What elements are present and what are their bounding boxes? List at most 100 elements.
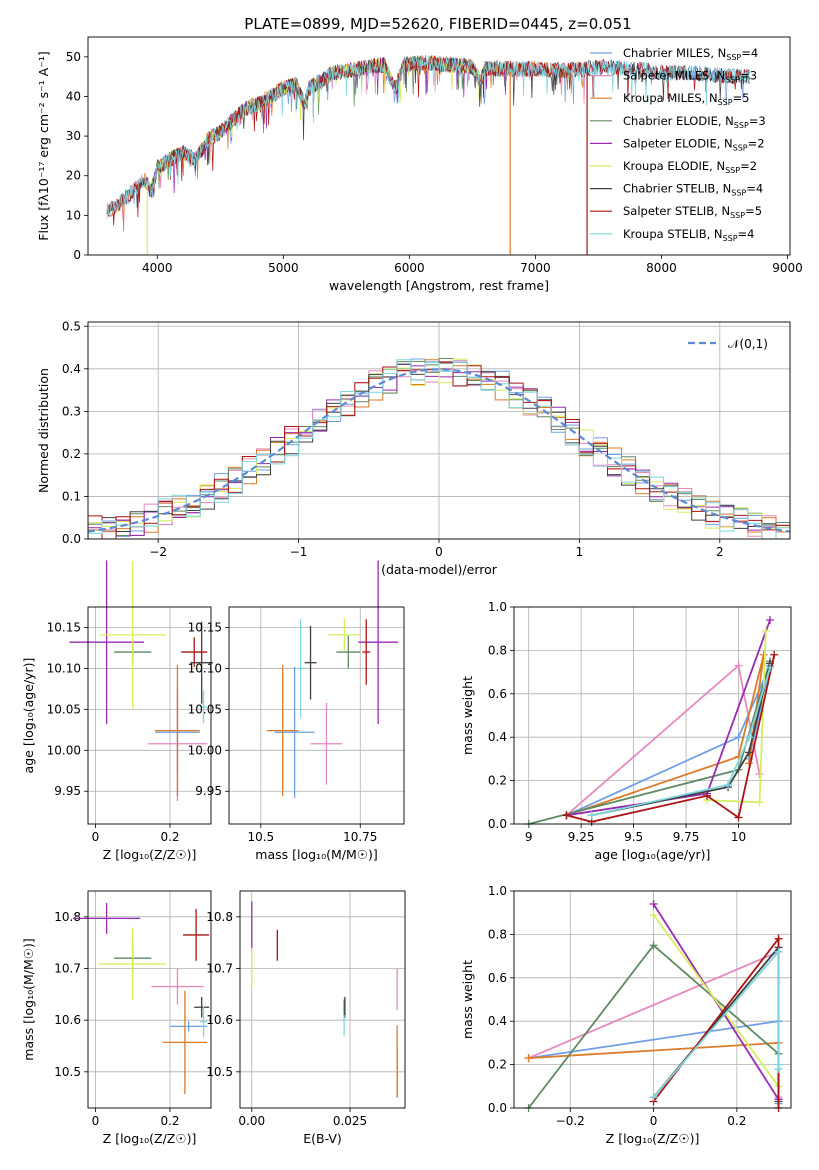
y-tick-label: 10.00 xyxy=(188,743,222,757)
x-tick-label: 7000 xyxy=(520,261,551,275)
y-tick-label: 10.10 xyxy=(47,661,81,675)
x-tick-label: 1 xyxy=(576,545,584,559)
panel-spectrum: 4000 5000 6000 7000 8000 9000 0 10 20 30 40 50 wavel… xyxy=(36,36,803,293)
x-tick-label: 0 xyxy=(650,1114,658,1128)
x-tick-label: −2 xyxy=(149,545,167,559)
weight-series-line xyxy=(566,665,771,817)
x-tick-label: −0.2 xyxy=(556,1114,585,1128)
spectrum-series-line xyxy=(106,54,750,226)
x-tick-label: 6000 xyxy=(394,261,425,275)
panel-age_vs_Z: 0 0.2 9.95 10.00 10.05 10.10 10.15 Z [log₁₀(Z/Z… xyxy=(21,560,213,862)
weight-marker xyxy=(587,811,596,820)
x-tick-label: 0.025 xyxy=(333,1114,367,1128)
spectrum-series-line xyxy=(106,54,750,217)
legend-entry: Chabrier ELODIE, NSSP=3 xyxy=(623,114,766,130)
weight-series-line xyxy=(566,654,765,817)
legend-entry: Kroupa MILES, NSSP=5 xyxy=(623,91,749,107)
y-tick-label: 10.10 xyxy=(188,661,222,675)
weight-marker xyxy=(703,791,712,800)
weight-marker xyxy=(755,798,764,807)
legend-entry: Chabrier STELIB, NSSP=4 xyxy=(623,182,763,198)
weight-series-line xyxy=(591,667,771,817)
y-tick-label: 10.5 xyxy=(206,1065,233,1079)
y-tick-label: 10 xyxy=(66,208,81,222)
y-tick-label: 0.2 xyxy=(488,1058,507,1072)
legend-entry: Chabrier MILES, NSSP=4 xyxy=(623,46,758,62)
y-tick-label: 0.0 xyxy=(62,532,81,546)
weight-marker xyxy=(766,616,775,625)
x-tick-label: 9.5 xyxy=(624,830,643,844)
weight-marker xyxy=(755,770,764,779)
x-tick-label: 9000 xyxy=(772,261,803,275)
y-tick-label: 0.2 xyxy=(62,447,81,461)
y-axis-label: Flux [fλ10⁻¹⁷ erg cm⁻² s⁻¹ A⁻¹] xyxy=(36,51,51,240)
y-tick-label: 20 xyxy=(66,169,81,183)
panel-age_vs_mass: 10.5 10.75 9.95 10.00 10.05 10.10 10.15 mass [l… xyxy=(188,560,405,862)
axes-frame xyxy=(228,606,405,825)
weight-marker xyxy=(770,650,779,659)
weight-marker xyxy=(734,813,743,822)
x-tick-label: 0.2 xyxy=(727,1114,746,1128)
histogram-steps xyxy=(88,358,790,539)
x-tick-label: 2 xyxy=(716,545,724,559)
x-tick-label: 5000 xyxy=(268,261,299,275)
axes-frame xyxy=(87,36,791,256)
x-axis-label: mass [log₁₀(M/M☉)] xyxy=(255,847,377,862)
weight-marker xyxy=(524,1054,533,1063)
weight-marker xyxy=(761,626,770,635)
y-tick-label: 10.15 xyxy=(47,620,81,634)
y-tick-label: 50 xyxy=(66,50,81,64)
weight-marker xyxy=(649,900,658,909)
panel-weight_vs_age: 9 9.25 9.5 9.75 10 0.0 0.2 0.4 0.6 0.8 1.0 age [log… xyxy=(460,600,792,862)
y-tick-label: 0.3 xyxy=(62,404,81,418)
legend-entry: 𝒩(0,1) xyxy=(728,337,768,351)
x-tick-label: 10 xyxy=(731,830,746,844)
weight-marker xyxy=(745,748,754,757)
y-tick-label: 10.7 xyxy=(206,962,233,976)
y-tick-label: 0.4 xyxy=(62,362,81,376)
y-tick-label: 10.8 xyxy=(54,910,81,924)
legend-entry: Salpeter STELIB, NSSP=5 xyxy=(623,204,762,220)
x-tick-label: 9.25 xyxy=(568,830,595,844)
weight-marker xyxy=(734,733,743,742)
x-tick-label: 0 xyxy=(435,545,443,559)
legend-entry: Kroupa STELIB, NSSP=4 xyxy=(623,227,754,243)
weight-marker xyxy=(774,947,783,956)
y-tick-label: 0.1 xyxy=(62,489,81,503)
weight-marker xyxy=(649,910,658,919)
x-tick-label: 0.2 xyxy=(160,830,179,844)
x-axis-label: Z [log₁₀(Z/Z☉)] xyxy=(103,1131,197,1146)
x-tick-label: 9 xyxy=(525,830,533,844)
figure-title: PLATE=0899, MJD=52620, FIBERID=0445, z=0… xyxy=(244,15,631,33)
weight-marker xyxy=(759,650,768,659)
panel-weight_vs_Z: −0.2 0 0.2 0.0 0.2 0.4 0.6 0.8 1.0 Z [log₁₀(Z/Z☉)… xyxy=(460,884,792,1146)
y-tick-label: 40 xyxy=(66,89,81,103)
y-tick-label: 0.6 xyxy=(488,971,507,985)
x-tick-label: 0.2 xyxy=(160,1114,179,1128)
y-axis-label: mass [log₁₀(M/M☉)] xyxy=(21,938,36,1060)
y-tick-label: 10.00 xyxy=(47,743,81,757)
weight-marker xyxy=(724,780,733,789)
x-tick-label: 10.75 xyxy=(343,830,377,844)
spectrum-lines xyxy=(106,54,751,255)
axes-frame xyxy=(87,890,212,1109)
legend-entry: Kroupa ELODIE, NSSP=2 xyxy=(623,159,757,175)
weight-marker xyxy=(649,1093,658,1102)
y-tick-label: 0.6 xyxy=(488,687,507,701)
y-tick-label: 30 xyxy=(66,129,81,143)
y-tick-label: 10.15 xyxy=(188,620,222,634)
histogram-series xyxy=(88,359,790,539)
y-tick-label: 0.4 xyxy=(488,1014,507,1028)
axes-frame xyxy=(513,890,792,1109)
y-tick-label: 10.6 xyxy=(206,1013,233,1027)
y-tick-label: 10.05 xyxy=(188,702,222,716)
y-tick-label: 10.6 xyxy=(54,1013,81,1027)
panel-mass_vs_Z: 0 0.2 10.5 10.6 10.7 10.8 Z [log₁₀(Z/Z☉)] mass … xyxy=(21,890,212,1146)
y-tick-label: 0.5 xyxy=(62,319,81,333)
y-tick-label: 10.8 xyxy=(206,910,233,924)
weight-marker xyxy=(774,934,783,943)
y-axis-label: age [log₁₀(age/yr)] xyxy=(21,658,36,774)
legend-entry: Salpeter ELODIE, NSSP=2 xyxy=(623,136,765,152)
y-tick-label: 9.95 xyxy=(54,784,81,798)
